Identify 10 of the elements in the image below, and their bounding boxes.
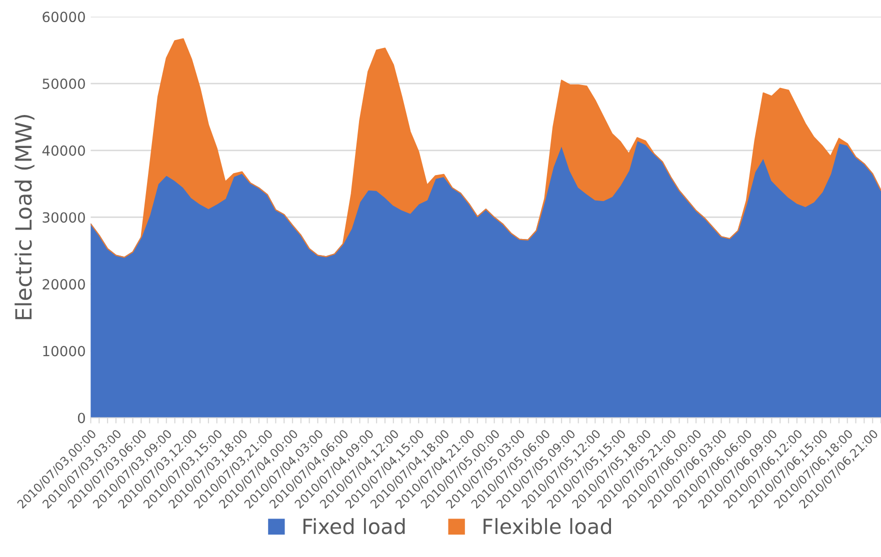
y-tick-label: 10000	[43, 346, 85, 356]
y-tick-label: 50000	[42, 78, 85, 90]
legend-label: Fixed load	[303, 518, 405, 534]
y-tick-label: 40000	[42, 145, 85, 156]
y-tick-label: 0	[78, 412, 85, 424]
y-axis-title: Electric Load (MW)	[14, 115, 34, 320]
y-tick-label: 20000	[42, 279, 85, 290]
y-tick-label: 30000	[42, 212, 85, 223]
y-tick-label: 60000	[42, 12, 85, 22]
legend-label: Flexible load	[484, 518, 611, 534]
